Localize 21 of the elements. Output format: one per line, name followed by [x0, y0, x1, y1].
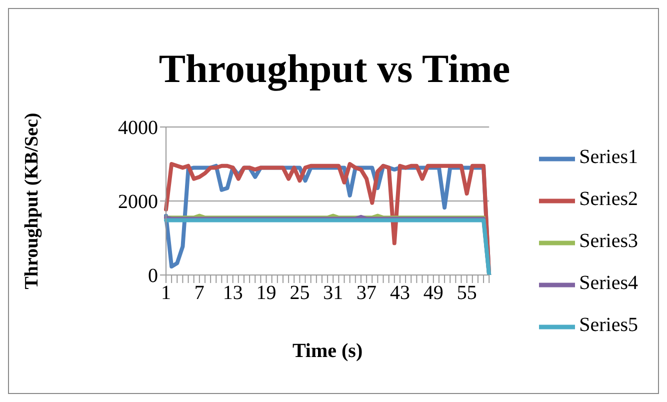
x-tick-label: 1 [161, 282, 171, 304]
y-tick-label: 2000 [118, 191, 158, 214]
chart-title: Throughput vs Time [158, 45, 512, 92]
legend-label: Series3 [579, 230, 638, 252]
x-tick-label: 19 [256, 282, 276, 304]
y-tick-label: 4000 [118, 117, 158, 140]
x-tick-label: 31 [323, 282, 344, 304]
legend-label: Series1 [579, 146, 638, 168]
x-tick-label: 13 [222, 282, 243, 304]
x-tick-label: 55 [456, 282, 477, 304]
x-axis-title: Time (s) [292, 340, 363, 362]
y-axis-title: Throughput (KB/Sec) [22, 112, 43, 290]
x-tick-label: 37 [356, 282, 377, 304]
legend-label: Series4 [579, 272, 638, 294]
legend-label: Series5 [579, 314, 638, 336]
legend-label: Series2 [579, 188, 638, 210]
x-tick-label: 25 [290, 282, 310, 304]
x-tick-label: 49 [423, 282, 444, 304]
x-tick-label: 43 [390, 282, 410, 304]
y-tick-label: 0 [148, 265, 158, 288]
x-tick-label: 7 [194, 282, 204, 304]
